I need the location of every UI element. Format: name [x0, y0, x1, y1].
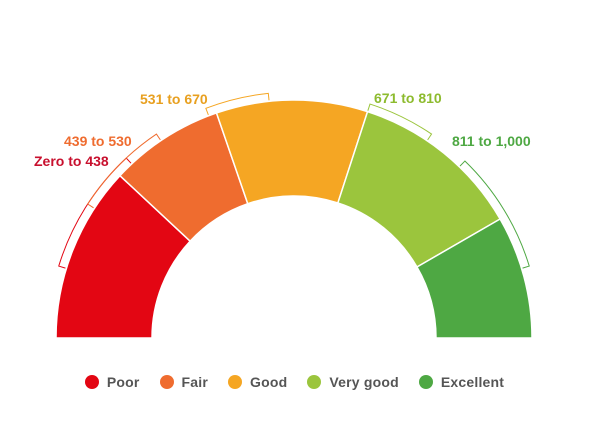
range-bracket-very-good	[367, 103, 433, 141]
gauge-segments	[55, 99, 533, 339]
range-labels: Zero to 438 439 to 530 531 to 670 671 to 81…	[34, 90, 531, 169]
legend-item-good: Good	[228, 374, 287, 390]
legend-label-fair: Fair	[181, 374, 209, 390]
legend-dot-excellent	[418, 375, 433, 389]
range-label-fair: 439 to 530	[64, 133, 132, 149]
legend-label-very-good: Very good	[329, 374, 399, 390]
legend: Poor Fair Good Very good Excellent	[0, 371, 589, 393]
legend-label-excellent: Excellent	[440, 374, 505, 390]
credit-score-gauge: Zero to 438 439 to 530 531 to 670 671 to 81…	[34, 90, 533, 339]
range-label-good: 531 to 670	[140, 91, 208, 107]
legend-item-very-good: Very good	[307, 374, 399, 390]
range-brackets	[58, 92, 530, 269]
legend-label-poor: Poor	[106, 374, 140, 390]
gauge-segment-excellent	[415, 217, 533, 339]
range-label-very-good: 671 to 810	[374, 90, 442, 106]
legend-dot-poor	[84, 375, 99, 389]
range-bracket-good	[205, 92, 270, 116]
range-label-poor: Zero to 438	[34, 153, 109, 169]
range-label-excellent: 811 to 1,000	[452, 133, 531, 149]
legend-label-good: Good	[250, 374, 288, 390]
range-bracket-fair	[86, 133, 161, 209]
legend-item-poor: Poor	[84, 374, 140, 390]
legend-dot-very-good	[307, 375, 322, 389]
legend-item-fair: Fair	[159, 374, 209, 390]
legend-dot-good	[228, 375, 243, 389]
legend-item-excellent: Excellent	[418, 374, 505, 390]
range-bracket-excellent	[459, 160, 530, 269]
legend-dot-fair	[159, 375, 174, 389]
